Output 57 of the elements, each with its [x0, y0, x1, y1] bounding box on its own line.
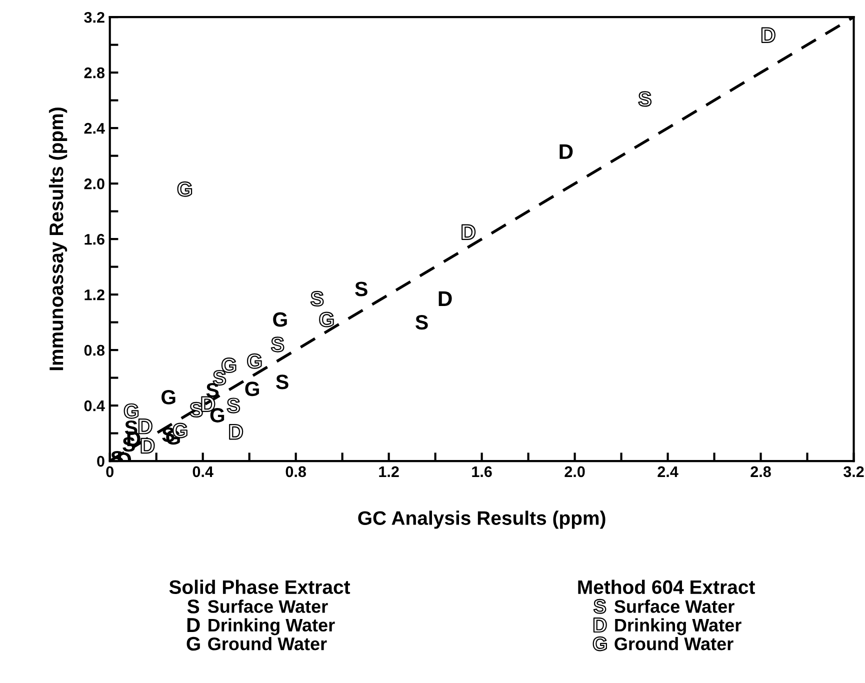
point	[140, 438, 155, 454]
x-tick-label: 1.2	[379, 466, 399, 477]
text: Method 604 Extract	[578, 580, 755, 594]
point	[124, 403, 139, 419]
point	[138, 418, 152, 434]
point	[212, 370, 226, 386]
point	[638, 91, 652, 107]
point	[226, 398, 240, 414]
point	[438, 291, 452, 306]
x-tick-label: 0.4	[192, 466, 214, 478]
y-tick-label: 0	[97, 456, 104, 467]
legend-label: Drinking Water	[208, 618, 335, 636]
point	[245, 382, 259, 396]
legend-label: Surface Water	[614, 600, 734, 613]
point	[177, 181, 192, 197]
point	[127, 432, 140, 446]
point	[162, 390, 176, 404]
legend-label: Surface Water	[208, 600, 328, 613]
y-tick-label: 1.6	[84, 234, 104, 245]
point	[172, 422, 188, 438]
x-tick-label: 0.8	[286, 466, 306, 478]
point	[206, 382, 219, 398]
point	[189, 402, 203, 418]
y-tick-label: 1.2	[84, 289, 104, 300]
point	[210, 408, 224, 422]
point	[273, 312, 287, 327]
y-tick-label: 2.8	[84, 67, 105, 78]
y-tick-label: 2.0	[84, 178, 104, 190]
x-axis-title: GC Analysis Results (ppm)	[358, 510, 606, 529]
point	[201, 396, 216, 412]
legend-label: Ground Water	[614, 637, 734, 650]
point	[462, 224, 476, 240]
legend-label: Drinking Water	[615, 618, 742, 636]
point	[310, 290, 324, 307]
point	[229, 424, 244, 440]
y-axis-title: Immunoassay Results (ppm)	[48, 108, 68, 370]
point	[560, 144, 573, 159]
x-tick-label: 3.2	[843, 466, 864, 478]
point	[319, 312, 334, 328]
point	[761, 27, 776, 43]
x-tick-label: 2.4	[658, 466, 678, 477]
point	[276, 374, 288, 390]
point	[355, 282, 368, 296]
x-tick-label: 0	[106, 466, 114, 478]
x-tick-label: 2.0	[564, 466, 585, 478]
legend-label: Ground Water	[208, 637, 327, 650]
point	[221, 358, 236, 374]
x-tick-label: 1.6	[472, 466, 492, 478]
text: Solid Phase Extract	[169, 580, 350, 594]
point	[270, 336, 284, 352]
y-tick-label: 2.4	[84, 122, 105, 134]
x-tick-label: 2.8	[750, 466, 771, 478]
point	[415, 315, 428, 330]
point	[246, 353, 262, 369]
y-tick-label: 0.4	[84, 400, 105, 412]
y-tick-label: 3.2	[84, 12, 104, 23]
y-tick-label: 0.8	[84, 344, 105, 356]
